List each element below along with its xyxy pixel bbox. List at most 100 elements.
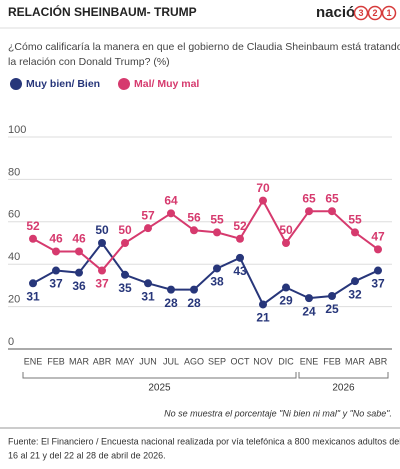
data-label: 37 [371,277,385,291]
data-label: 31 [26,289,40,303]
brand: nación [316,4,364,21]
point [328,292,336,300]
point [121,239,129,247]
series-line [32,198,379,272]
point [29,234,37,243]
brand-circle [381,5,397,21]
note: No se muestra el porcentaje "Ni bien ni … [164,408,392,418]
point [75,268,83,277]
point [29,279,37,288]
point [259,196,267,205]
chart-title: RELACIÓN SHEINBAUM- TRUMP [8,4,197,19]
data-label: 36 [72,279,86,293]
data-label: 28 [187,296,201,310]
data-label: 46 [72,232,86,246]
point [52,247,60,256]
point [236,253,244,262]
point [282,283,290,292]
data-label: 55 [348,213,362,227]
x-tick-label: FEB [323,356,341,366]
data-label: 46 [49,232,63,246]
point [190,285,198,294]
data-label: 50 [118,223,132,237]
point [121,270,129,279]
x-tick-label: MAR [345,356,366,366]
point [374,245,382,254]
point [144,224,152,233]
data-label: 64 [164,193,178,207]
brand-circle [353,5,369,21]
year-bracket [22,372,297,379]
point [213,264,221,273]
y-tick-label: 100 [8,124,26,136]
point [351,228,359,237]
point [167,285,175,294]
data-label: 65 [325,191,339,205]
data-label: 31 [141,289,155,303]
x-tick-label: NOV [253,356,273,366]
point [98,239,106,247]
x-tick-label: FEB [47,356,65,366]
brand-digit: 1 [386,8,391,18]
point [236,234,244,243]
point [167,209,175,218]
point [75,247,83,256]
x-tick-label: ENE [24,356,43,366]
x-tick-label: DIC [278,356,294,366]
data-label: 65 [302,191,316,205]
legend-marker [10,78,22,90]
legend-label: Muy bien/ Bien [26,78,100,90]
y-tick-label: 20 [8,294,20,306]
data-label: 50 [95,223,109,237]
x-tick-label: JUL [163,356,179,366]
data-label: 47 [371,230,385,244]
y-tick-label: 0 [8,336,14,348]
data-label: 37 [95,277,109,291]
x-tick-label: MAR [69,356,90,366]
point [144,279,152,288]
subtitle: la relación con Donald Trump? (%) [8,56,170,68]
source: 16 al 21 y del 22 al 28 de abril de 2026… [8,450,166,460]
point [282,239,290,247]
x-tick-label: OCT [231,356,251,366]
x-tick-label: SEP [208,356,226,366]
brand-circle [367,5,383,21]
data-label: 29 [279,294,293,308]
data-label: 70 [256,181,270,195]
x-tick-label: AGO [184,356,204,366]
data-label: 57 [141,208,155,222]
series-line [32,241,379,306]
data-label: 21 [256,311,270,325]
data-label: 52 [26,219,40,233]
point [52,266,60,275]
point [305,294,313,303]
data-label: 24 [302,304,316,318]
data-label: 52 [233,219,247,233]
x-tick-label: JUN [139,356,157,366]
data-label: 50 [279,223,293,237]
data-label: 25 [325,302,339,316]
brand-digit: 2 [372,8,377,18]
point [305,207,313,216]
y-tick-label: 80 [8,166,20,178]
legend-label: Mal/ Muy mal [134,78,199,90]
data-label: 37 [49,277,63,291]
data-label: 32 [348,287,362,301]
legend-marker [118,78,130,90]
data-label: 38 [210,275,224,289]
data-label: 35 [118,281,132,295]
point [259,300,267,309]
point [351,277,359,286]
point [374,266,382,275]
x-tick-label: ENE [300,356,319,366]
x-tick-label: ABR [369,356,388,366]
y-tick-label: 40 [8,251,20,263]
subtitle: ¿Cómo calificaría la manera en que el go… [8,41,400,53]
year-bracket [298,372,389,379]
data-label: 43 [233,264,247,278]
x-tick-label: ABR [93,356,112,366]
data-label: 56 [187,210,201,224]
year-label: 2025 [148,383,171,394]
